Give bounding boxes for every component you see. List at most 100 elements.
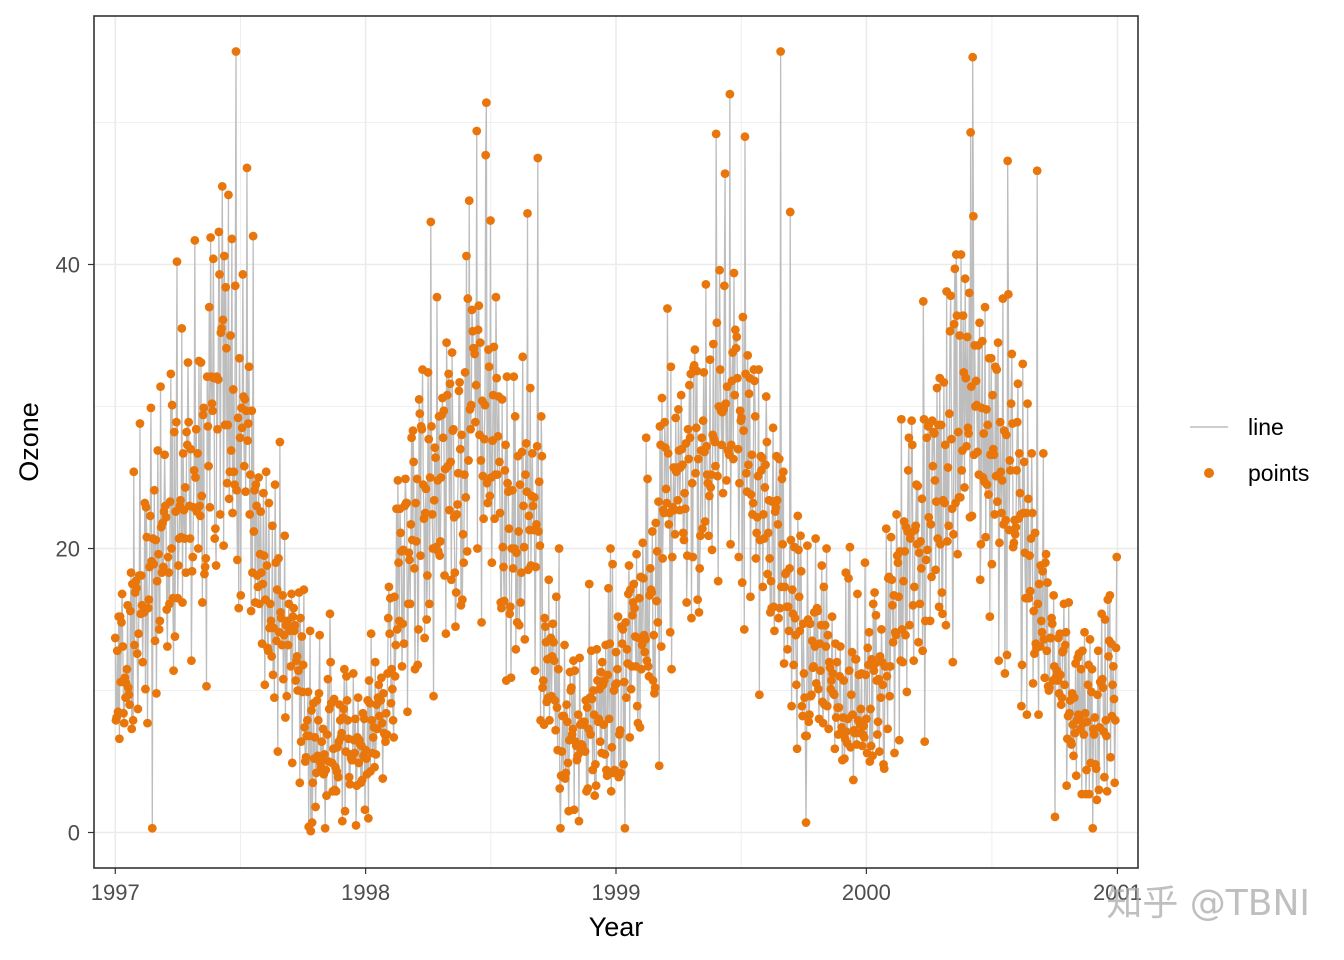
data-point bbox=[743, 350, 753, 360]
data-point bbox=[792, 744, 802, 754]
data-point bbox=[350, 748, 360, 758]
data-point bbox=[222, 478, 232, 488]
data-point bbox=[208, 406, 218, 416]
data-point bbox=[653, 617, 663, 627]
data-point bbox=[811, 534, 821, 543]
data-point bbox=[289, 603, 299, 613]
data-point bbox=[455, 377, 465, 387]
data-point bbox=[161, 512, 171, 522]
data-point bbox=[176, 495, 185, 505]
data-point bbox=[298, 660, 308, 670]
data-point bbox=[737, 578, 747, 587]
data-point bbox=[870, 659, 880, 668]
data-point bbox=[323, 674, 333, 684]
data-point bbox=[676, 390, 686, 400]
data-point bbox=[608, 559, 617, 569]
data-point bbox=[248, 231, 258, 241]
data-point bbox=[1007, 349, 1017, 359]
data-point bbox=[1088, 823, 1098, 833]
data-point bbox=[591, 781, 601, 791]
data-point bbox=[1047, 619, 1057, 629]
data-point bbox=[1067, 740, 1076, 749]
data-point bbox=[817, 561, 827, 570]
data-point bbox=[894, 735, 904, 745]
data-point bbox=[937, 588, 947, 597]
data-point bbox=[536, 412, 546, 421]
data-point bbox=[235, 433, 245, 443]
watermark-text: 知乎 @TBNI bbox=[1106, 883, 1310, 924]
legend-points-label: points bbox=[1248, 460, 1309, 486]
data-point bbox=[835, 642, 845, 651]
data-point bbox=[374, 711, 384, 721]
data-point bbox=[787, 701, 796, 711]
data-point bbox=[761, 460, 770, 470]
data-point bbox=[426, 217, 436, 227]
data-point bbox=[133, 704, 143, 714]
data-point bbox=[463, 294, 473, 303]
data-point bbox=[944, 521, 954, 531]
data-point bbox=[665, 627, 675, 637]
data-point bbox=[1105, 590, 1115, 600]
data-point bbox=[405, 555, 414, 565]
data-point bbox=[412, 474, 422, 484]
data-point bbox=[466, 424, 475, 434]
data-point bbox=[868, 751, 877, 761]
data-point bbox=[267, 652, 277, 661]
data-point bbox=[145, 511, 155, 521]
data-point bbox=[421, 484, 431, 494]
data-point bbox=[771, 502, 781, 512]
data-point bbox=[832, 657, 842, 667]
data-point bbox=[766, 576, 776, 586]
data-point bbox=[386, 698, 396, 708]
data-point bbox=[774, 454, 784, 464]
data-point bbox=[164, 568, 174, 578]
data-point bbox=[266, 616, 276, 626]
data-point bbox=[673, 495, 683, 505]
data-point bbox=[905, 620, 914, 630]
data-point bbox=[213, 375, 223, 384]
data-point bbox=[955, 331, 965, 340]
data-point bbox=[562, 717, 572, 727]
data-point bbox=[652, 546, 662, 556]
data-point bbox=[719, 281, 729, 291]
data-point bbox=[321, 765, 331, 775]
data-point bbox=[657, 393, 667, 403]
data-point bbox=[479, 434, 489, 444]
data-point bbox=[451, 588, 461, 597]
data-point bbox=[720, 169, 730, 179]
data-point bbox=[587, 694, 597, 704]
data-point bbox=[660, 417, 670, 427]
data-point bbox=[213, 424, 222, 434]
data-point bbox=[847, 647, 857, 657]
data-point bbox=[475, 338, 485, 347]
data-point bbox=[474, 301, 484, 311]
data-point bbox=[920, 737, 930, 747]
data-point bbox=[333, 772, 343, 782]
data-point bbox=[118, 642, 128, 651]
data-point bbox=[204, 302, 214, 312]
data-point bbox=[648, 676, 658, 685]
data-point bbox=[908, 600, 918, 610]
data-point bbox=[882, 671, 892, 681]
data-point bbox=[189, 466, 199, 475]
data-point bbox=[621, 693, 631, 702]
data-point bbox=[645, 563, 655, 573]
data-point bbox=[624, 561, 634, 570]
data-point bbox=[662, 498, 672, 508]
data-point bbox=[126, 568, 136, 578]
data-point bbox=[834, 703, 844, 712]
data-point bbox=[770, 626, 779, 636]
data-point bbox=[287, 758, 297, 768]
data-point bbox=[881, 524, 891, 534]
data-point bbox=[628, 610, 637, 620]
data-point bbox=[821, 642, 831, 651]
data-point bbox=[154, 625, 164, 634]
data-point bbox=[670, 529, 680, 539]
data-point bbox=[359, 714, 369, 724]
data-point bbox=[538, 683, 547, 693]
data-point bbox=[968, 211, 978, 221]
data-point bbox=[420, 633, 430, 643]
data-point bbox=[226, 331, 235, 340]
data-point bbox=[687, 478, 697, 488]
data-point bbox=[519, 501, 528, 511]
